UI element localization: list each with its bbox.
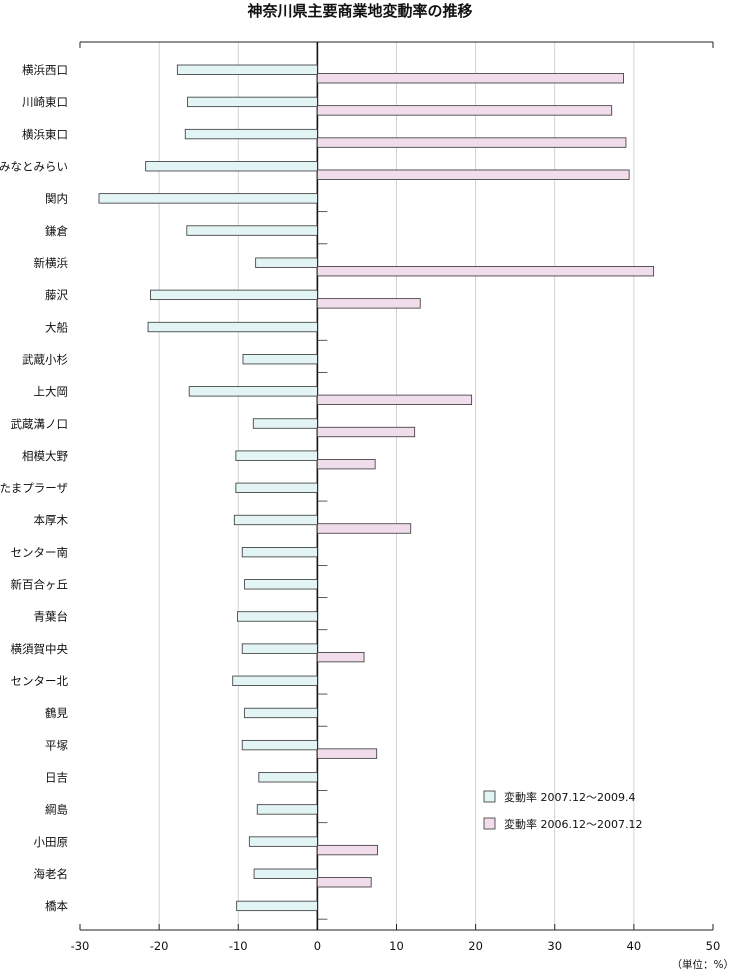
x-tick-label: 50: [706, 939, 721, 953]
bar-series-2: [316, 877, 372, 888]
bar-series-1: [241, 643, 318, 654]
category-label: 新百合ヶ丘: [11, 578, 69, 592]
category-label: 川崎東口: [22, 95, 68, 109]
category-label: 日吉: [45, 771, 68, 785]
category-label: 海老名: [34, 867, 69, 881]
category-label: センター北: [11, 674, 69, 688]
category-label: 平塚: [45, 738, 68, 752]
bar-series-1: [244, 579, 318, 590]
x-tick-label: 30: [547, 939, 562, 953]
category-label: 青葉台: [34, 610, 69, 624]
x-tick-label: 10: [389, 939, 404, 953]
legend-swatch-series-1: [483, 790, 496, 803]
category-label: センター南: [11, 545, 69, 559]
category-label: 新横浜: [34, 256, 69, 270]
category-label: 本厚木: [34, 513, 69, 527]
category-label: 武蔵小杉: [22, 352, 68, 366]
category-label: 武蔵溝ノ口: [11, 417, 69, 431]
category-label: 藤沢: [45, 288, 68, 302]
x-tick-label: -30: [71, 939, 90, 953]
bar-series-1: [241, 547, 318, 558]
category-label: みなとみらい: [0, 159, 68, 173]
legend: 変動率 2007.12～2009.4 変動率 2006.12～2007.12: [483, 790, 642, 831]
x-tick-label: -20: [150, 939, 169, 953]
legend-label-series-2: 変動率 2006.12～2007.12: [504, 817, 642, 831]
bars: [98, 64, 655, 920]
category-label: 関内: [45, 192, 68, 206]
bar-series-1: [176, 64, 318, 75]
category-label: 相模大野: [22, 449, 68, 463]
bar-series-2: [316, 426, 416, 438]
chart-title: 神奈川県主要商業地変動率の推移: [247, 2, 472, 20]
grid-lines: [158, 42, 635, 930]
category-label: 綱島: [45, 803, 68, 817]
bar-series-1: [235, 450, 318, 461]
legend-swatch-series-2: [483, 817, 496, 830]
bar-series-1: [237, 611, 318, 622]
bar-series-2: [316, 73, 624, 84]
bar-series-1: [186, 225, 318, 236]
bar-series-2: [316, 748, 378, 759]
bar-series-1: [242, 354, 318, 365]
bar-series-2: [316, 523, 412, 534]
bar-series-2: [316, 137, 627, 148]
unit-label: （単位：%）: [672, 958, 734, 971]
bar-series-2: [316, 298, 421, 309]
x-tick-label: 20: [468, 939, 483, 953]
bar-series-1: [252, 418, 318, 429]
bar-series-2: [316, 651, 365, 663]
bar-series-1: [184, 128, 318, 140]
bar-series-1: [145, 161, 318, 172]
bar-series-2: [316, 459, 376, 470]
bar-series-1: [147, 321, 318, 333]
bar-series-1: [232, 675, 318, 686]
bar-series-2: [316, 266, 655, 277]
category-label: 上大岡: [34, 385, 69, 399]
bar-series-1: [248, 836, 318, 847]
bar-series-1: [188, 386, 318, 397]
legend-label-series-1: 変動率 2007.12～2009.4: [504, 790, 635, 804]
category-label: たまプラーザ: [0, 481, 68, 495]
bar-series-2: [316, 105, 613, 116]
bar-series-2: [316, 394, 473, 406]
x-tick-label: -10: [229, 939, 248, 953]
category-label: 鎌倉: [45, 224, 68, 238]
bar-series-1: [98, 193, 318, 204]
bar-series-1: [187, 96, 318, 108]
bar-series-1: [253, 868, 318, 879]
bar-series-1: [241, 739, 318, 751]
bar-series-1: [235, 482, 318, 493]
x-tick-label: 40: [627, 939, 642, 953]
category-label: 鶴見: [45, 706, 68, 720]
bar-series-1: [244, 707, 318, 719]
bar-series-1: [236, 900, 318, 912]
category-label: 小田原: [34, 835, 69, 849]
bar-series-1: [258, 772, 318, 783]
category-label: 横浜東口: [22, 127, 68, 141]
category-label: 大船: [45, 320, 68, 334]
x-tick-label: 0: [314, 939, 321, 953]
bar-series-1: [150, 289, 318, 301]
x-tick-labels: -30 -20 -10 0 10 20 30 40 50: [71, 939, 721, 953]
category-label: 橋本: [45, 899, 68, 913]
bar-series-2: [316, 844, 378, 856]
bar-series-1: [256, 804, 318, 815]
bar-series-1: [233, 514, 318, 526]
category-labels: 横浜西口川崎東口横浜東口みなとみらい関内鎌倉新横浜藤沢大船武蔵小杉上大岡武蔵溝ノ…: [0, 63, 68, 913]
bar-series-1: [255, 257, 318, 268]
bar-series-2: [316, 169, 630, 180]
category-label: 横浜西口: [22, 63, 68, 77]
category-label: 横須賀中央: [11, 642, 69, 656]
